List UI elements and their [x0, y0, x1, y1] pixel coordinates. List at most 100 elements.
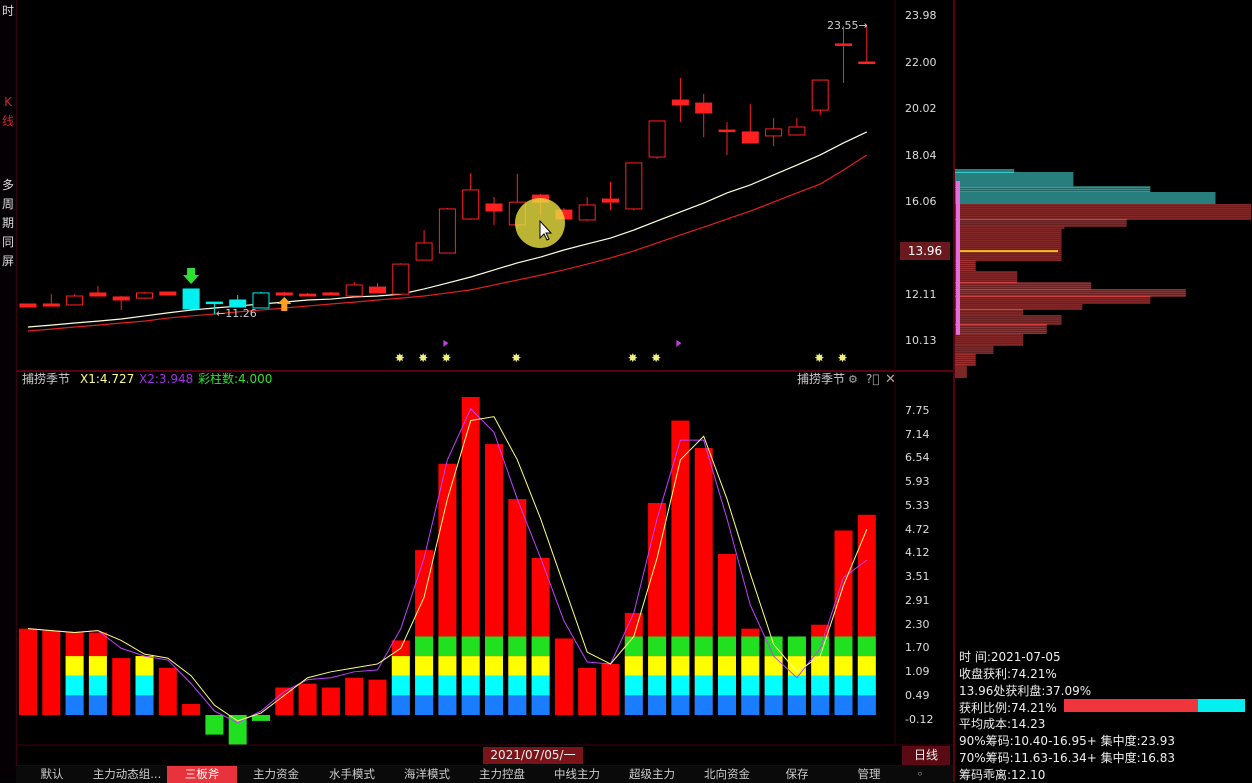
indicator-tick: 5.33 — [905, 498, 930, 512]
candle-body — [858, 61, 876, 65]
candle — [299, 292, 317, 297]
candle — [835, 26, 852, 83]
indicator-bar — [857, 514, 876, 715]
candle-body — [369, 286, 386, 294]
chip-segment — [955, 204, 1251, 220]
indicator-negative-bar — [252, 715, 270, 721]
indicator-bar — [438, 463, 457, 715]
star-marker-icon: ✸ — [418, 351, 428, 365]
indicator-stack-segment — [834, 695, 853, 715]
sell-signal-arrow-icon — [183, 268, 200, 284]
chip-segment — [955, 169, 1015, 173]
indicator-bar — [787, 636, 806, 715]
candle — [345, 281, 363, 297]
indicator-tick: 1.09 — [905, 665, 930, 679]
indicator-stack-segment — [624, 656, 643, 676]
candle — [811, 79, 829, 116]
tab-1[interactable]: 主力动态组... — [92, 767, 162, 781]
indicator-bar — [205, 715, 224, 735]
indicator-stack-segment — [135, 675, 154, 696]
candle-body — [345, 284, 363, 297]
indicator-bar — [19, 628, 37, 715]
candle — [182, 288, 200, 310]
chip-info-deviation: 筹码乖离:12.10 — [959, 768, 1046, 782]
tab-11[interactable]: 管理 — [857, 767, 881, 781]
candle — [788, 118, 806, 136]
indicator-bar — [42, 630, 61, 715]
candle — [322, 292, 340, 296]
chip-segment — [955, 282, 1092, 290]
chip-segment — [955, 354, 976, 366]
tab-4[interactable]: 水手模式 — [329, 767, 375, 781]
period-button[interactable]: 日线 — [902, 746, 950, 765]
tab-5[interactable]: 海洋模式 — [404, 767, 450, 781]
candle-body — [765, 128, 783, 137]
chip-segment — [955, 309, 1024, 315]
price-tick: 16.06 — [905, 195, 937, 208]
indicator-stack-segment — [438, 656, 457, 676]
indicator-stack-segment — [65, 695, 84, 715]
candle-body — [19, 303, 37, 308]
indicator-bar — [578, 667, 597, 715]
indicator-stack-segment — [787, 636, 806, 657]
tab-9[interactable]: 北向资金 — [704, 767, 750, 781]
indicator-red-bar — [275, 687, 294, 715]
indicator-stack-segment — [857, 675, 876, 696]
indicator-negative-bar — [205, 715, 224, 735]
indicator-bar — [298, 683, 317, 715]
indicator-bar — [368, 679, 387, 715]
tab-7[interactable]: 中线主力 — [554, 767, 600, 781]
candle-body — [578, 204, 596, 221]
indicator-stack-segment — [694, 675, 713, 696]
indicator-stack-segment — [88, 656, 107, 676]
indicator-stack-segment — [438, 675, 457, 696]
candle — [89, 285, 107, 297]
tab-6[interactable]: 主力控盘 — [479, 767, 525, 781]
indicator-stack-segment — [508, 636, 527, 657]
candle-body — [625, 162, 643, 210]
star-marker-icon: ✸ — [838, 351, 848, 365]
sidebar-item-time[interactable]: 时 — [1, 4, 14, 18]
indicator-stack-segment — [415, 636, 434, 657]
indicator-stack-segment — [764, 636, 783, 657]
candle — [369, 283, 386, 294]
indicator-bar — [275, 687, 294, 715]
close-icon[interactable]: ✕ — [885, 372, 896, 387]
indicator-bar — [554, 638, 573, 715]
settings-gear-icon[interactable]: ⚙ — [848, 373, 858, 386]
indicator-stack-segment — [508, 656, 527, 676]
sidebar-item-kline[interactable]: K线 — [1, 95, 14, 128]
help-icon[interactable]: ?⃝ — [866, 372, 880, 386]
indicator-name[interactable]: 捕捞季节 — [22, 372, 71, 386]
chip-segment — [955, 219, 1127, 227]
indicator-tick: 1.70 — [905, 641, 930, 655]
mouse-cursor-icon — [539, 219, 553, 241]
indicator-bar — [741, 628, 760, 715]
indicator-stack-segment — [718, 636, 736, 657]
candle-body — [159, 291, 177, 296]
indicator-stack-segment — [485, 656, 503, 676]
indicator-bar — [321, 687, 340, 715]
indicator-stack-segment — [531, 695, 550, 715]
indicator-stack-segment — [741, 675, 760, 696]
indicator-stack-segment — [857, 636, 876, 657]
tab-3[interactable]: 主力资金 — [253, 767, 299, 781]
indicator-bar — [65, 632, 84, 715]
chip-info-70: 70%筹码:11.63-16.34+ 集中度:16.83 — [959, 751, 1176, 765]
tab-10[interactable]: 保存 — [785, 767, 809, 781]
indicator-tick: 2.91 — [905, 593, 930, 607]
candle-body — [788, 126, 806, 136]
candle — [136, 292, 153, 299]
chip-segment — [955, 229, 1062, 261]
star-marker-icon: ✸ — [511, 351, 521, 365]
tab-2[interactable]: 三板斧 — [167, 766, 237, 783]
more-tabs-icon[interactable]: ◦ — [916, 767, 924, 781]
sidebar-item-multi-period[interactable]: 多周期同屏 — [1, 178, 14, 268]
indicator-stack-segment — [718, 656, 736, 676]
tab-0[interactable]: 默认 — [40, 767, 64, 781]
tab-8[interactable]: 超级主力 — [629, 767, 675, 781]
indicator-tick: 4.12 — [905, 546, 930, 560]
indicator-stack-segment — [694, 656, 713, 676]
chip-distribution-panel — [953, 0, 1252, 782]
